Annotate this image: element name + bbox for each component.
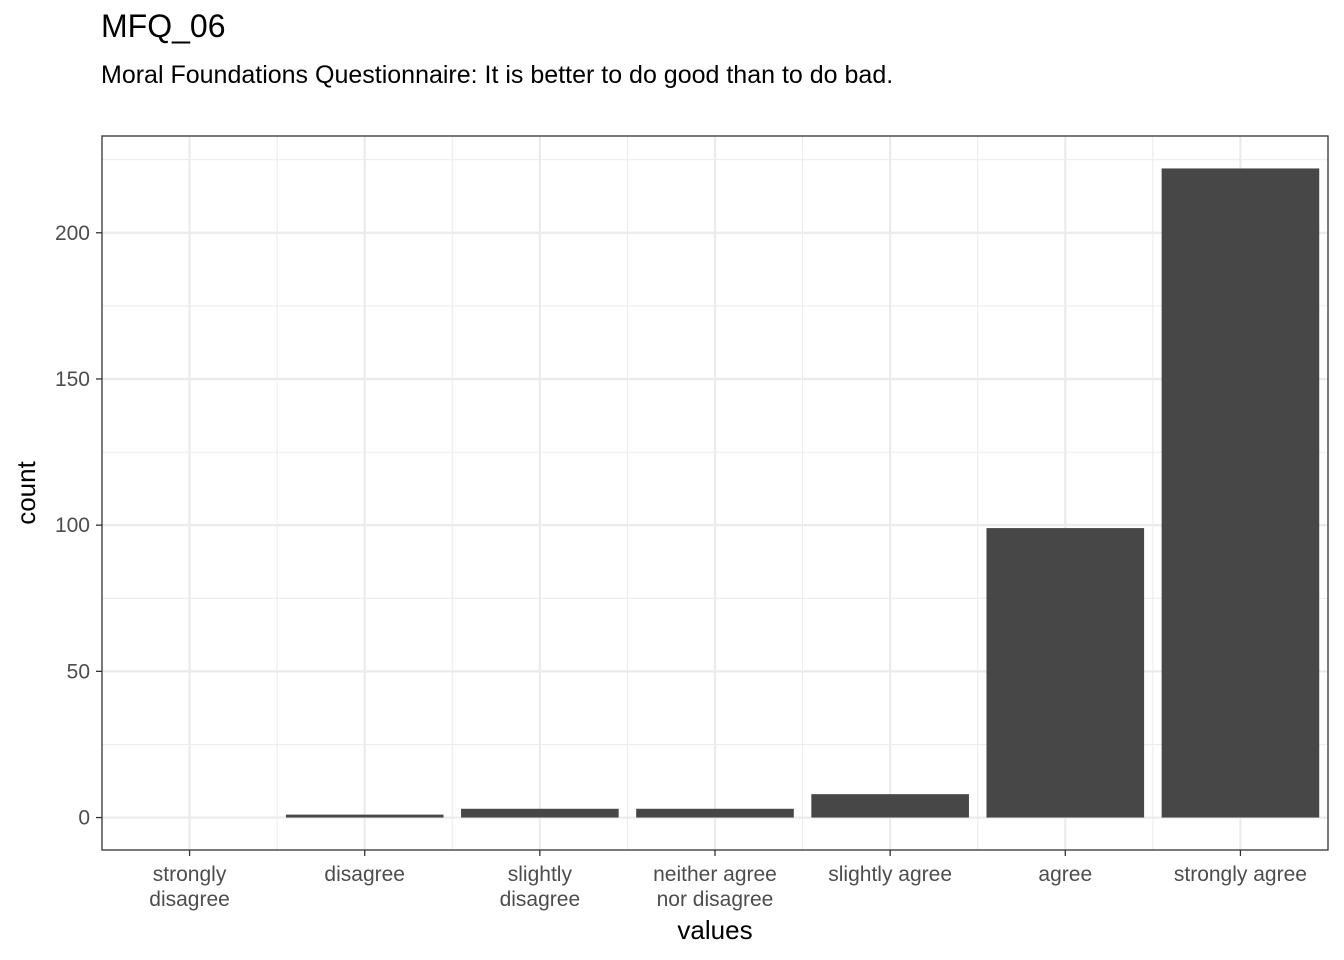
x-tick-label: strongly agree (1174, 863, 1307, 886)
x-tick-label: slightly agree (828, 863, 952, 886)
chart-subtitle: Moral Foundations Questionnaire: It is b… (101, 61, 894, 89)
x-tick-label: disagree (324, 863, 405, 886)
x-tick-label-line: disagree (149, 888, 230, 911)
y-tick-label: 150 (55, 368, 90, 391)
bar (461, 808, 619, 818)
x-tick-label-line: disagree (324, 863, 405, 886)
bars (285, 168, 1320, 818)
x-tick-label-line: strongly (153, 863, 227, 886)
x-tick-label-line: neither agree (653, 863, 777, 886)
bar (285, 814, 444, 818)
y-axis-title: count (11, 460, 41, 524)
x-tick-label-line: nor disagree (657, 888, 774, 911)
bar (811, 794, 969, 818)
x-tick-label-line: agree (1038, 863, 1092, 886)
x-tick-label: slightly disagree (500, 863, 581, 911)
x-tick-label: neither agree nor disagree (653, 863, 777, 911)
x-tick-label-line: slightly agree (828, 863, 952, 886)
x-axis-title: values (677, 915, 752, 945)
bar (1161, 168, 1320, 818)
y-tick-label: 200 (55, 222, 90, 245)
y-tick-label: 100 (55, 514, 90, 537)
x-tick-label: strongly disagree (149, 863, 230, 911)
y-axis: 0 50 100 150 200 (55, 222, 102, 830)
x-tick-label-line: disagree (500, 888, 581, 911)
chart-title: MFQ_06 (101, 8, 226, 44)
x-tick-label-line: strongly agree (1174, 863, 1307, 886)
y-tick-label: 0 (78, 807, 90, 830)
x-tick-label-line: slightly (508, 863, 573, 886)
bar (636, 808, 794, 818)
y-tick-label: 50 (67, 660, 90, 683)
bar (986, 528, 1145, 818)
x-tick-label: agree (1038, 863, 1092, 886)
